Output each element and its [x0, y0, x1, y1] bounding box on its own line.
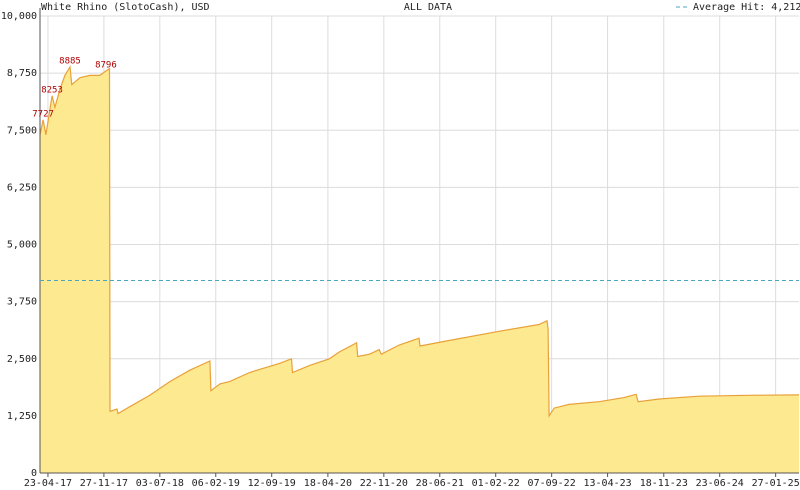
data-label: 8253 [41, 85, 63, 95]
x-tick-label: 28-06-21 [416, 478, 464, 489]
x-tick-label: 01-02-22 [472, 478, 520, 489]
data-label: 8796 [95, 61, 117, 71]
data-label: 7727 [32, 109, 54, 119]
chart-subtitle: ALL DATA [404, 2, 452, 13]
chart-title: White Rhino (SlotoCash), USD [41, 2, 210, 13]
x-tick-label: 12-09-19 [248, 478, 296, 489]
y-tick-label: 7,500 [7, 125, 37, 136]
x-tick-label: 13-04-23 [583, 478, 631, 489]
y-tick-label: 6,250 [7, 182, 37, 193]
data-label: 8885 [59, 56, 81, 66]
x-tick-label: 07-09-22 [528, 478, 576, 489]
legend-label: Average Hit: 4,212 [693, 2, 800, 13]
y-tick-label: 3,750 [7, 297, 37, 308]
x-tick-label: 06-02-19 [192, 478, 240, 489]
y-tick-label: 0 [31, 468, 37, 479]
y-tick-label: 10,000 [1, 11, 37, 22]
y-tick-label: 1,250 [7, 411, 37, 422]
x-tick-label: 18-11-23 [640, 478, 688, 489]
y-tick-label: 2,500 [7, 354, 37, 365]
x-tick-label: 27-01-25 [752, 478, 800, 489]
y-tick-label: 5,000 [7, 240, 37, 251]
x-tick-label: 27-11-17 [80, 478, 128, 489]
area [40, 67, 799, 473]
y-tick-label: 8,750 [7, 68, 37, 79]
x-tick-label: 23-04-17 [24, 478, 72, 489]
x-tick-label: 18-04-20 [304, 478, 352, 489]
x-tick-label: 22-11-20 [360, 478, 408, 489]
x-tick-label: 03-07-18 [136, 478, 184, 489]
x-tick-label: 23-06-24 [696, 478, 744, 489]
line [39, 65, 800, 418]
